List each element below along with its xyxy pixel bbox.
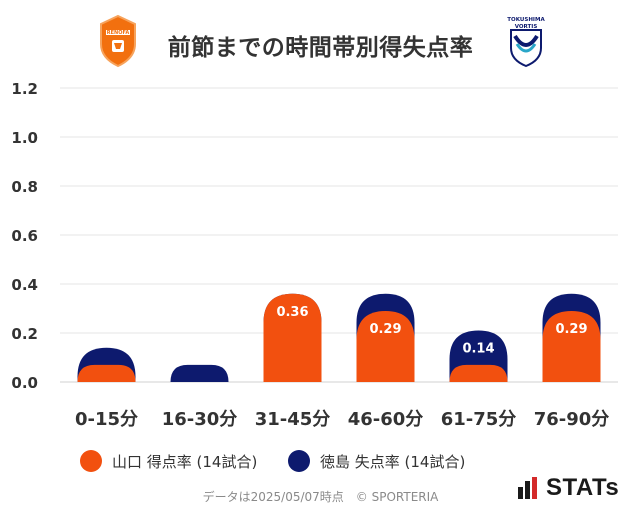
legend-label-tokushima: 徳島 失点率 (14試合): [320, 452, 466, 471]
x-tick-label: 16-30分: [162, 409, 238, 430]
tokushima-vortis-logo: TOKUSHIMA VORTIS: [503, 14, 549, 68]
bar: [263, 293, 322, 382]
chart-title: 前節までの時間帯別得失点率: [167, 35, 474, 61]
data-label: 0.29: [555, 322, 587, 337]
y-tick-label: 0.4: [11, 276, 38, 294]
y-tick-label: 1.2: [11, 80, 38, 98]
data-label: 0.29: [369, 322, 401, 337]
legend: 山口 得点率 (14試合) 徳島 失点率 (14試合): [0, 446, 641, 476]
data-label: 0.14: [462, 342, 494, 357]
x-tick-label: 61-75分: [441, 409, 517, 430]
stats-logo-icon: [518, 477, 537, 499]
x-tick-label: 31-45分: [255, 409, 331, 430]
y-tick-label: 0.0: [11, 374, 38, 392]
bar: [356, 310, 415, 382]
legend-item-tokushima: 徳島 失点率 (14試合): [288, 446, 465, 476]
title-row: RENOFA 前節までの時間帯別得失点率 TOKUSHIMA VORTIS: [0, 14, 641, 74]
plot-area: 0.0 0.2 0.4 0.6 0.8 1.0 1.2 0.14 0.36 0.29 0.29 0-1…: [11, 80, 618, 430]
stats-brand: STATs: [518, 474, 619, 502]
bar: [77, 364, 136, 382]
y-tick-label: 1.0: [11, 129, 38, 147]
legend-swatch-tokushima: [288, 450, 310, 472]
legend-label-yamaguchi: 山口 得点率 (14試合): [112, 452, 258, 471]
bar: [170, 364, 229, 382]
footer-note: データは2025/05/07時点 © SPORTERIA: [202, 490, 439, 504]
stats-brand-text: STATs: [546, 474, 620, 501]
y-tick-label: 0.2: [11, 325, 38, 343]
data-label: 0.36: [276, 305, 308, 320]
x-tick-label: 46-60分: [348, 409, 424, 430]
x-tick-label: 76-90分: [534, 409, 610, 430]
renofa-logo-text: RENOFA: [107, 30, 130, 36]
bar: [542, 310, 601, 382]
legend-swatch-yamaguchi: [80, 450, 102, 472]
y-tick-label: 0.8: [11, 178, 38, 196]
vortis-logo-text-top: TOKUSHIMA: [507, 17, 545, 23]
renofa-yamaguchi-logo: RENOFA: [98, 14, 138, 68]
x-tick-label: 0-15分: [75, 409, 138, 430]
legend-item-yamaguchi: 山口 得点率 (14試合): [80, 446, 257, 476]
bar: [449, 364, 508, 382]
y-tick-label: 0.6: [11, 227, 38, 245]
vortis-logo-text-bottom: VORTIS: [515, 24, 538, 30]
